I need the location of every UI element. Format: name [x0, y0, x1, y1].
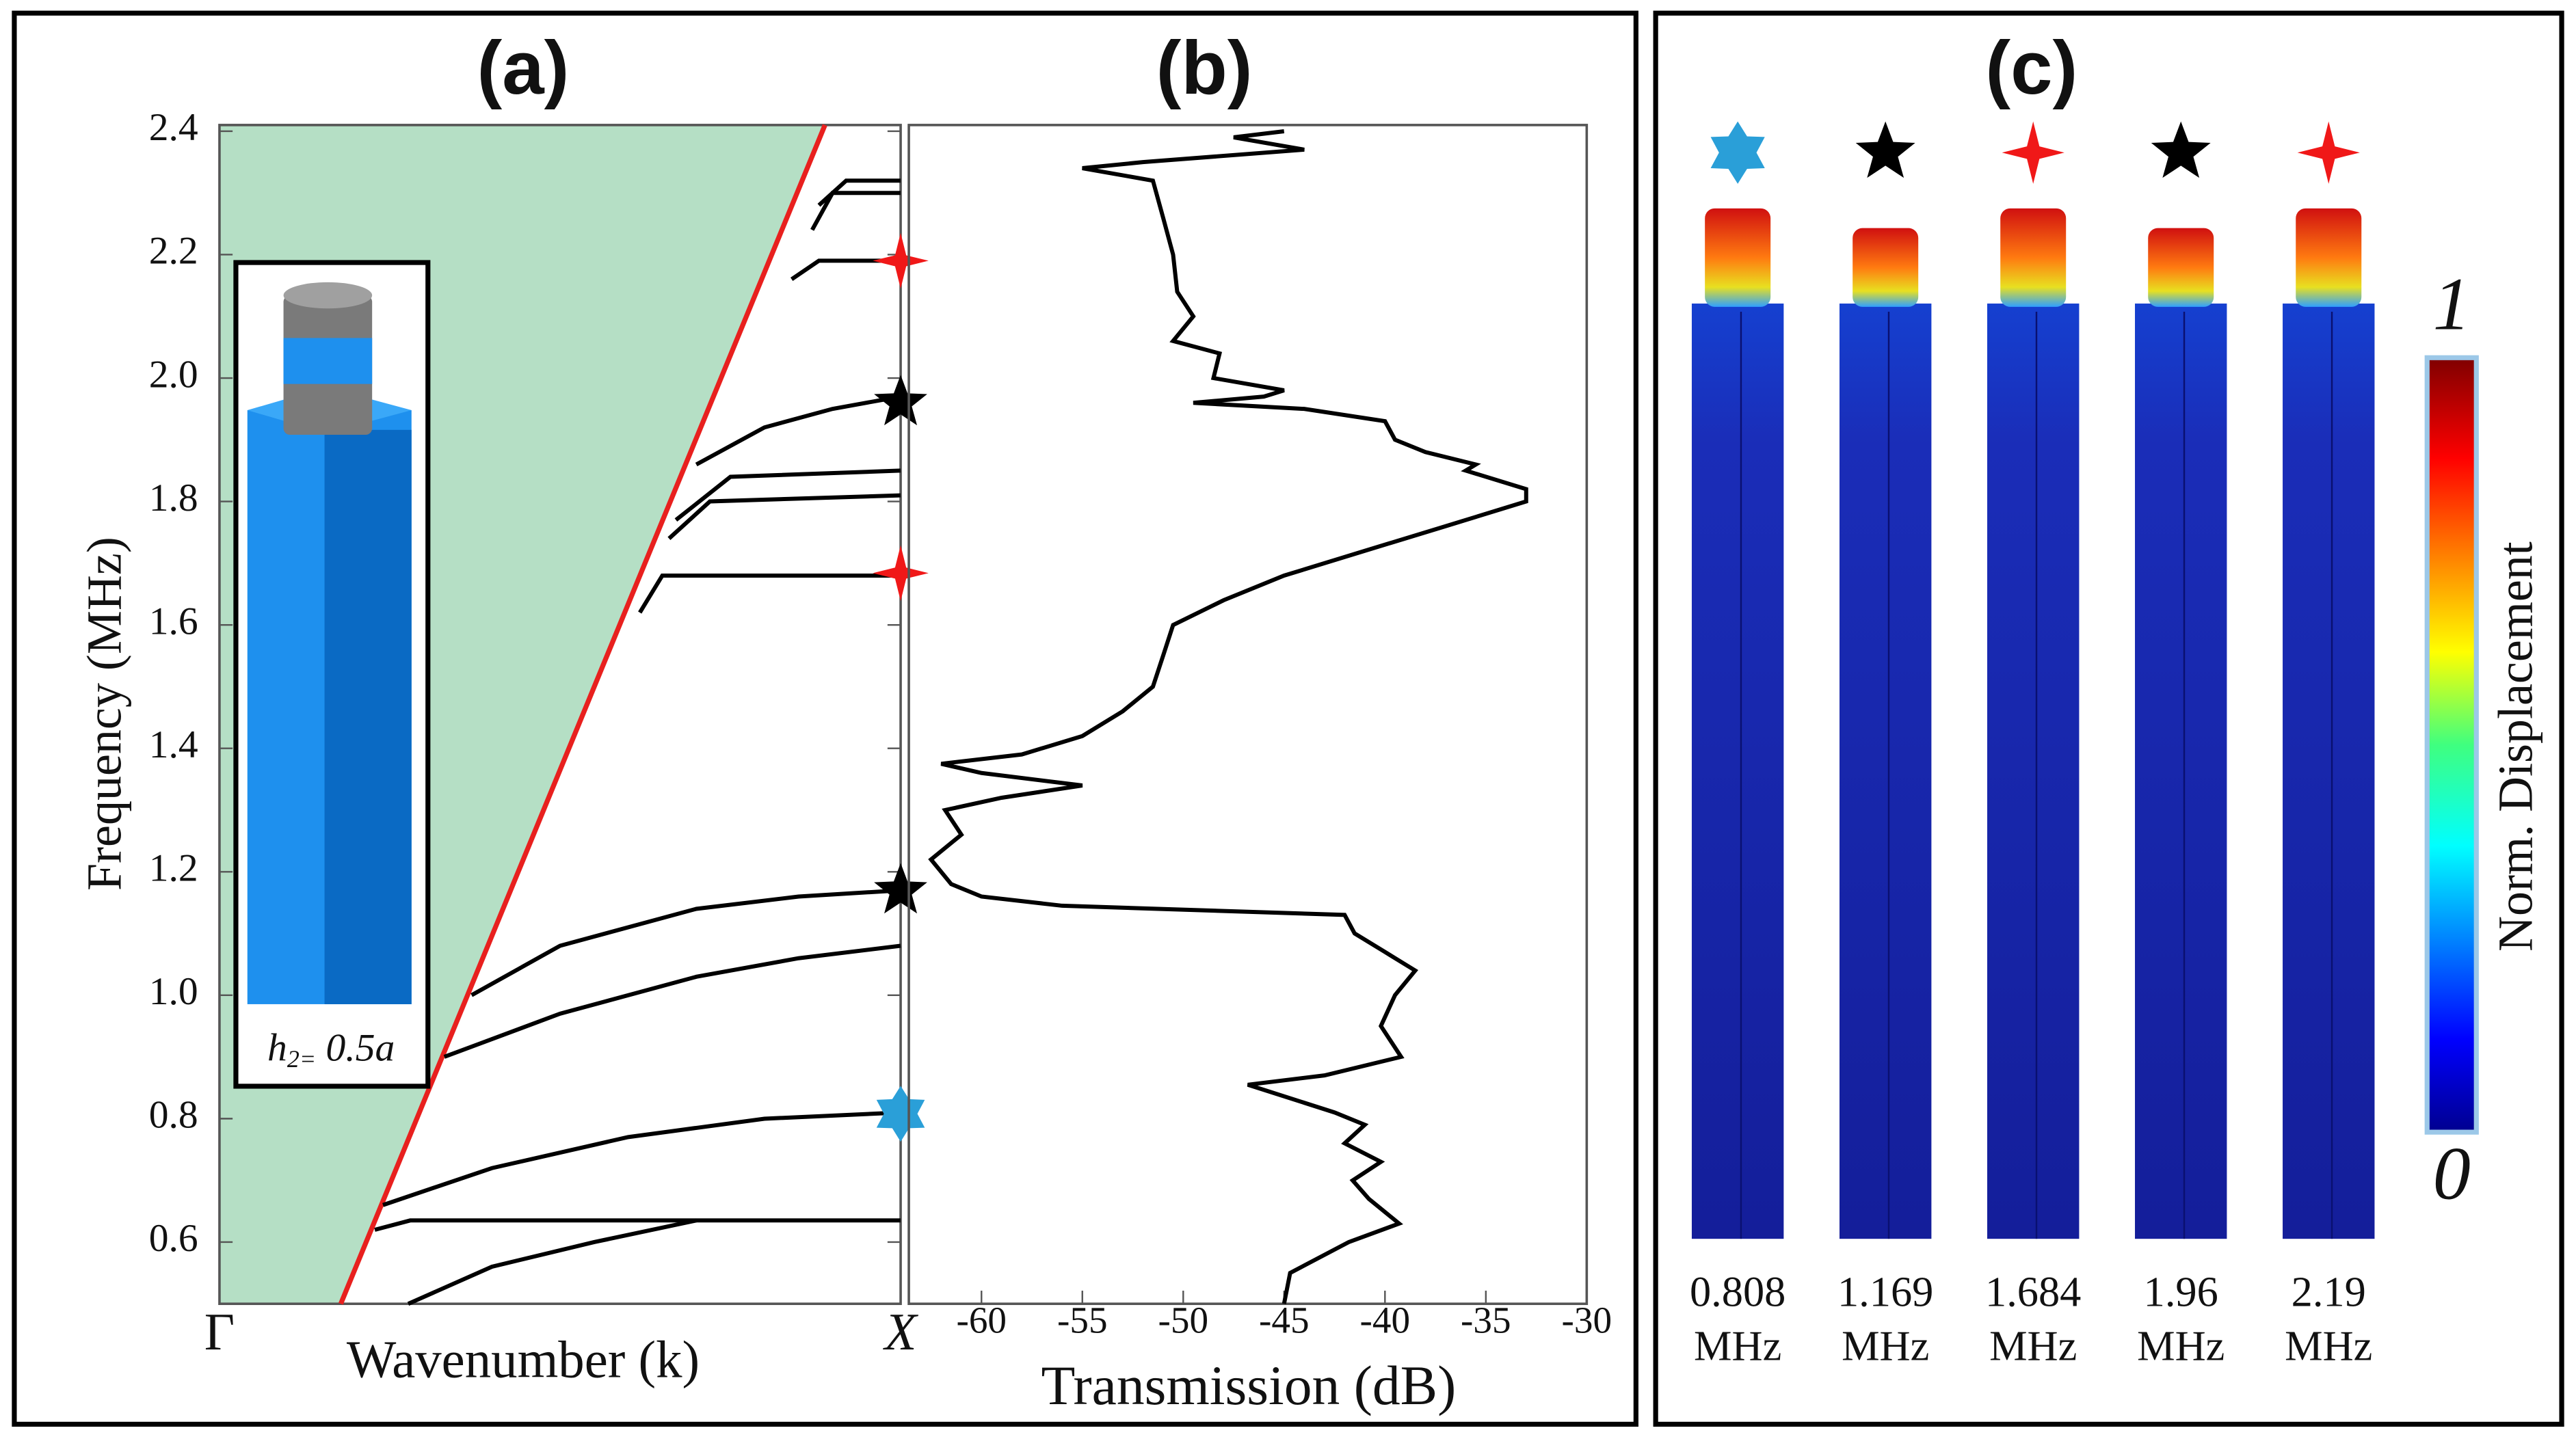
inset-rod-band [283, 338, 373, 384]
x-tick-label: -60 [956, 1300, 1007, 1341]
inset-label-part: 0.5a [326, 1027, 395, 1070]
plot-frame [218, 124, 902, 1306]
mode-marker [876, 1086, 925, 1142]
mode-pillar [2283, 304, 2375, 1239]
curve [817, 178, 901, 207]
mode-unit: MHz [1989, 1323, 2077, 1370]
mode-marker [2297, 121, 2360, 184]
y-tick-label: 2.4 [149, 106, 198, 149]
curve [674, 468, 901, 522]
inset-label-part: h [267, 1027, 287, 1070]
inset-rod-top [283, 282, 373, 309]
mode-cap [2000, 208, 2067, 307]
mode-pillar [1839, 304, 1932, 1239]
panel-frame [1653, 10, 2564, 1427]
mode-marker [2151, 121, 2211, 178]
colorbar [2424, 355, 2479, 1135]
x-tick-label: X [883, 1303, 919, 1361]
y-tick-label: 1.4 [149, 723, 198, 766]
curve [374, 1218, 901, 1232]
mode-marker [873, 232, 929, 289]
x-tick-label: -35 [1461, 1300, 1511, 1341]
y-tick-label: 0.8 [149, 1094, 198, 1137]
x-tick-label: Γ [204, 1303, 235, 1361]
mode-cap [2148, 228, 2214, 307]
inset-pillar-side [324, 429, 412, 1004]
inset-label-part: 2= [287, 1045, 316, 1073]
x-tick-label: -55 [1057, 1300, 1108, 1341]
curve [338, 124, 827, 1305]
curve [695, 394, 901, 467]
mode-frequency: 1.96 [2144, 1268, 2218, 1315]
curve [382, 1110, 901, 1207]
mode-frequency: 2.19 [2292, 1268, 2366, 1315]
mode-marker [873, 545, 929, 602]
mode-marker [1855, 121, 1915, 178]
mode-unit: MHz [2137, 1323, 2225, 1370]
y-axis-label: Frequency (MHz) [77, 537, 132, 891]
curve [443, 943, 901, 1059]
y-tick-label: 1.6 [149, 600, 198, 643]
x-tick-label: -30 [1562, 1300, 1612, 1341]
panel-frame [12, 10, 1638, 1427]
mode-frequency: 0.808 [1690, 1268, 1785, 1315]
x-tick-label: -45 [1259, 1300, 1310, 1341]
mode-pillar [2135, 304, 2227, 1239]
mode-frequency: 1.169 [1837, 1268, 1933, 1315]
mode-cap [2296, 208, 2362, 307]
curve [928, 129, 1528, 1304]
panel-label: (a) [477, 26, 570, 110]
y-tick-label: 2.2 [149, 230, 198, 273]
x-axis-label: Transmission (dB) [1041, 1354, 1457, 1416]
y-tick-label: 1.8 [149, 476, 198, 520]
mode-unit: MHz [1842, 1323, 1929, 1370]
curve [638, 573, 901, 614]
mode-frequency: 1.684 [1985, 1268, 2081, 1315]
curve [407, 1218, 697, 1306]
mode-cap [1853, 228, 1919, 307]
colorbar-title: Norm. Displacement [2488, 541, 2543, 952]
curve [470, 888, 901, 997]
colorbar-min: 0 [2433, 1132, 2471, 1215]
y-tick-label: 1.2 [149, 846, 198, 889]
mode-cap [1705, 208, 1771, 307]
mode-pillar [1987, 304, 2080, 1239]
x-axis-label: Wavenumber (k) [347, 1331, 700, 1389]
panel-label: (c) [1985, 26, 2077, 110]
plots: 0.6 0.8 1.0 1.2 1.4 1.6 1.8 2.0 2.2 2.4 Γ Xh2= 0.5a -… [149, 106, 2543, 1370]
curve [667, 493, 901, 540]
mode-unit: MHz [1694, 1323, 1781, 1370]
y-tick-label: 0.6 [149, 1217, 198, 1260]
y-tick-label: 1.0 [149, 970, 198, 1013]
panel-label: (b) [1156, 26, 1253, 110]
y-tick-label: 2.0 [149, 353, 198, 396]
mode-pillar [1691, 304, 1784, 1239]
mode-marker [2002, 121, 2064, 184]
mode-unit: MHz [2285, 1323, 2372, 1370]
colorbar-max: 1 [2433, 262, 2471, 345]
mode-marker [1710, 121, 1765, 184]
mode-marker [874, 863, 927, 914]
x-tick-label: -50 [1158, 1300, 1208, 1341]
inset-label: h2= 0.5a [267, 1027, 395, 1073]
mode-marker [874, 375, 927, 426]
plot-frame [907, 124, 1589, 1306]
x-tick-label: -40 [1360, 1300, 1411, 1341]
